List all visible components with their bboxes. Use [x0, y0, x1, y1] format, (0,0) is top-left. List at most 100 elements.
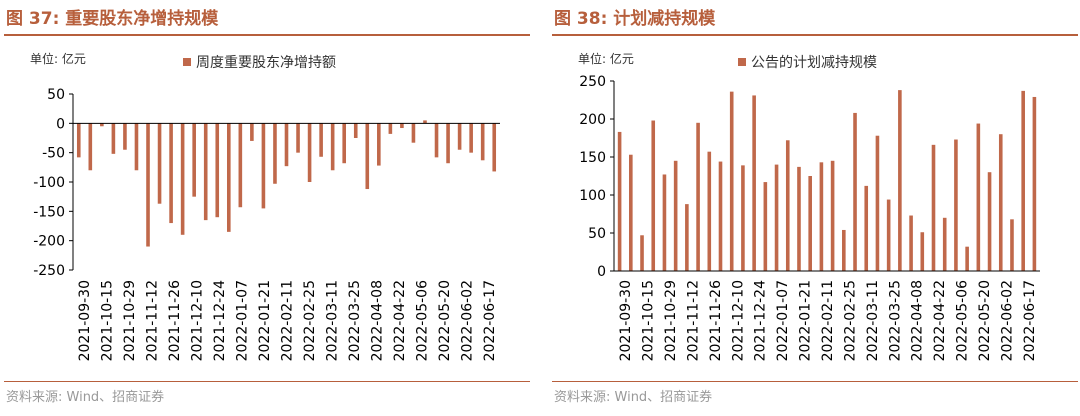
- x-tick-label: 2021-09-30: [77, 280, 93, 361]
- x-tick-label: 2022-01-21: [257, 280, 273, 361]
- x-tick-label: 2022-03-25: [887, 280, 903, 361]
- bar: [480, 123, 485, 161]
- bar: [774, 164, 779, 271]
- bar: [76, 123, 81, 158]
- chart-panel-right: 图 38: 计划减持规模 单位: 亿元 公告的计划减持规模 250 200 150 10…: [548, 0, 1078, 416]
- x-tick-label: 2021-12-24: [753, 280, 769, 361]
- bar: [226, 123, 231, 232]
- bar: [853, 112, 857, 271]
- bar: [842, 229, 846, 271]
- x-tick-label: 2021-10-15: [100, 280, 116, 361]
- legend-swatch: [738, 58, 746, 66]
- bar: [640, 235, 644, 271]
- bar: [920, 232, 925, 271]
- bar-series: [76, 120, 497, 247]
- x-tick-label: 2022-02-25: [842, 280, 858, 361]
- x-tick-label: 2022-02-25: [302, 280, 318, 361]
- bar-series: [617, 90, 1037, 272]
- bar: [629, 154, 633, 271]
- bar: [400, 123, 404, 129]
- bar: [411, 123, 416, 143]
- bar: [492, 123, 497, 172]
- footer-divider: [552, 381, 1078, 382]
- source-note: 资料来源: Wind、招商证券: [554, 390, 713, 405]
- bar: [215, 123, 220, 218]
- bar: [307, 123, 312, 182]
- x-tick-label: 2022-01-21: [798, 280, 814, 361]
- bar: [998, 134, 1003, 271]
- bar: [942, 217, 947, 271]
- x-tick-label: 2022-03-25: [347, 280, 363, 361]
- bar: [377, 123, 381, 166]
- legend-swatch: [183, 58, 191, 66]
- y-tick-label: -250: [33, 263, 65, 279]
- legend: 公告的计划减持规模: [738, 55, 877, 71]
- bar: [662, 174, 667, 271]
- bar: [180, 123, 185, 235]
- x-tick-label: 2021-10-15: [641, 280, 657, 361]
- y-tick-label: 50: [588, 226, 606, 242]
- x-tick-label: 2022-04-22: [392, 280, 408, 361]
- bar: [319, 123, 323, 157]
- bar: [931, 144, 936, 271]
- bar: [954, 139, 958, 271]
- bar: [696, 122, 700, 271]
- bar: [330, 123, 335, 171]
- bar: [785, 140, 790, 271]
- x-tick-label: 2022-01-07: [235, 280, 251, 361]
- bar: [976, 123, 981, 271]
- source-note: 资料来源: Wind、招商证券: [6, 390, 165, 405]
- bar: [830, 160, 835, 271]
- bar: [965, 246, 969, 271]
- bar: [273, 123, 277, 184]
- bar-chart-net-holding: 周度重要股东净增持额 50 0 -50 -100 -150 -200 -250 2021-09-…: [33, 55, 500, 361]
- bar: [864, 185, 869, 271]
- bar: [763, 182, 768, 271]
- bar: [886, 199, 891, 271]
- y-tick-label: -100: [33, 175, 65, 191]
- chart-title: 图 37: 重要股东净增持规模: [6, 9, 219, 29]
- y-tick-label: 50: [47, 87, 65, 103]
- bar: [123, 123, 127, 150]
- y-tick-label: -50: [42, 146, 65, 162]
- bar: [423, 120, 427, 124]
- x-tick-label: 2022-06-02: [459, 280, 475, 361]
- title-divider: [552, 34, 1078, 36]
- bar: [987, 172, 992, 271]
- x-tick-label: 2021-12-10: [730, 280, 746, 361]
- x-tick-label: 2022-05-06: [955, 280, 971, 361]
- x-tick-label: 2021-11-26: [167, 280, 183, 361]
- footer-divider: [4, 381, 530, 382]
- bar: [1010, 219, 1014, 271]
- bar: [157, 123, 162, 204]
- x-tick-label: 2021-11-12: [145, 280, 161, 361]
- bar: [651, 120, 656, 272]
- bar: [752, 95, 756, 271]
- bar: [909, 215, 913, 271]
- bar: [808, 176, 812, 271]
- x-tick-label: 2022-01-07: [775, 280, 791, 361]
- bar: [898, 90, 902, 272]
- x-tick-label: 2021-10-29: [122, 280, 138, 361]
- bar: [134, 123, 139, 171]
- x-tick-label: 2022-04-22: [932, 280, 948, 361]
- bar: [469, 123, 473, 153]
- bar: [797, 166, 801, 271]
- x-tick-label: 2021-11-26: [708, 280, 724, 361]
- x-tick-label: 2022-02-11: [820, 280, 836, 361]
- bar: [707, 151, 712, 271]
- bar: [718, 161, 723, 271]
- bar: [685, 204, 689, 271]
- bar: [617, 131, 622, 271]
- x-tick-label: 2022-05-20: [437, 280, 453, 361]
- bar: [111, 123, 116, 154]
- y-tick-label: 0: [597, 264, 606, 280]
- y-tick-label: 0: [56, 116, 65, 132]
- x-tick-label: 2021-12-24: [212, 280, 228, 361]
- chart-title: 图 38: 计划减持规模: [554, 9, 716, 29]
- y-tick-label: -200: [33, 234, 65, 250]
- unit-label: 单位: 亿元: [30, 52, 86, 66]
- y-tick-label: 100: [579, 188, 606, 204]
- bar: [729, 91, 734, 271]
- bar: [819, 162, 824, 271]
